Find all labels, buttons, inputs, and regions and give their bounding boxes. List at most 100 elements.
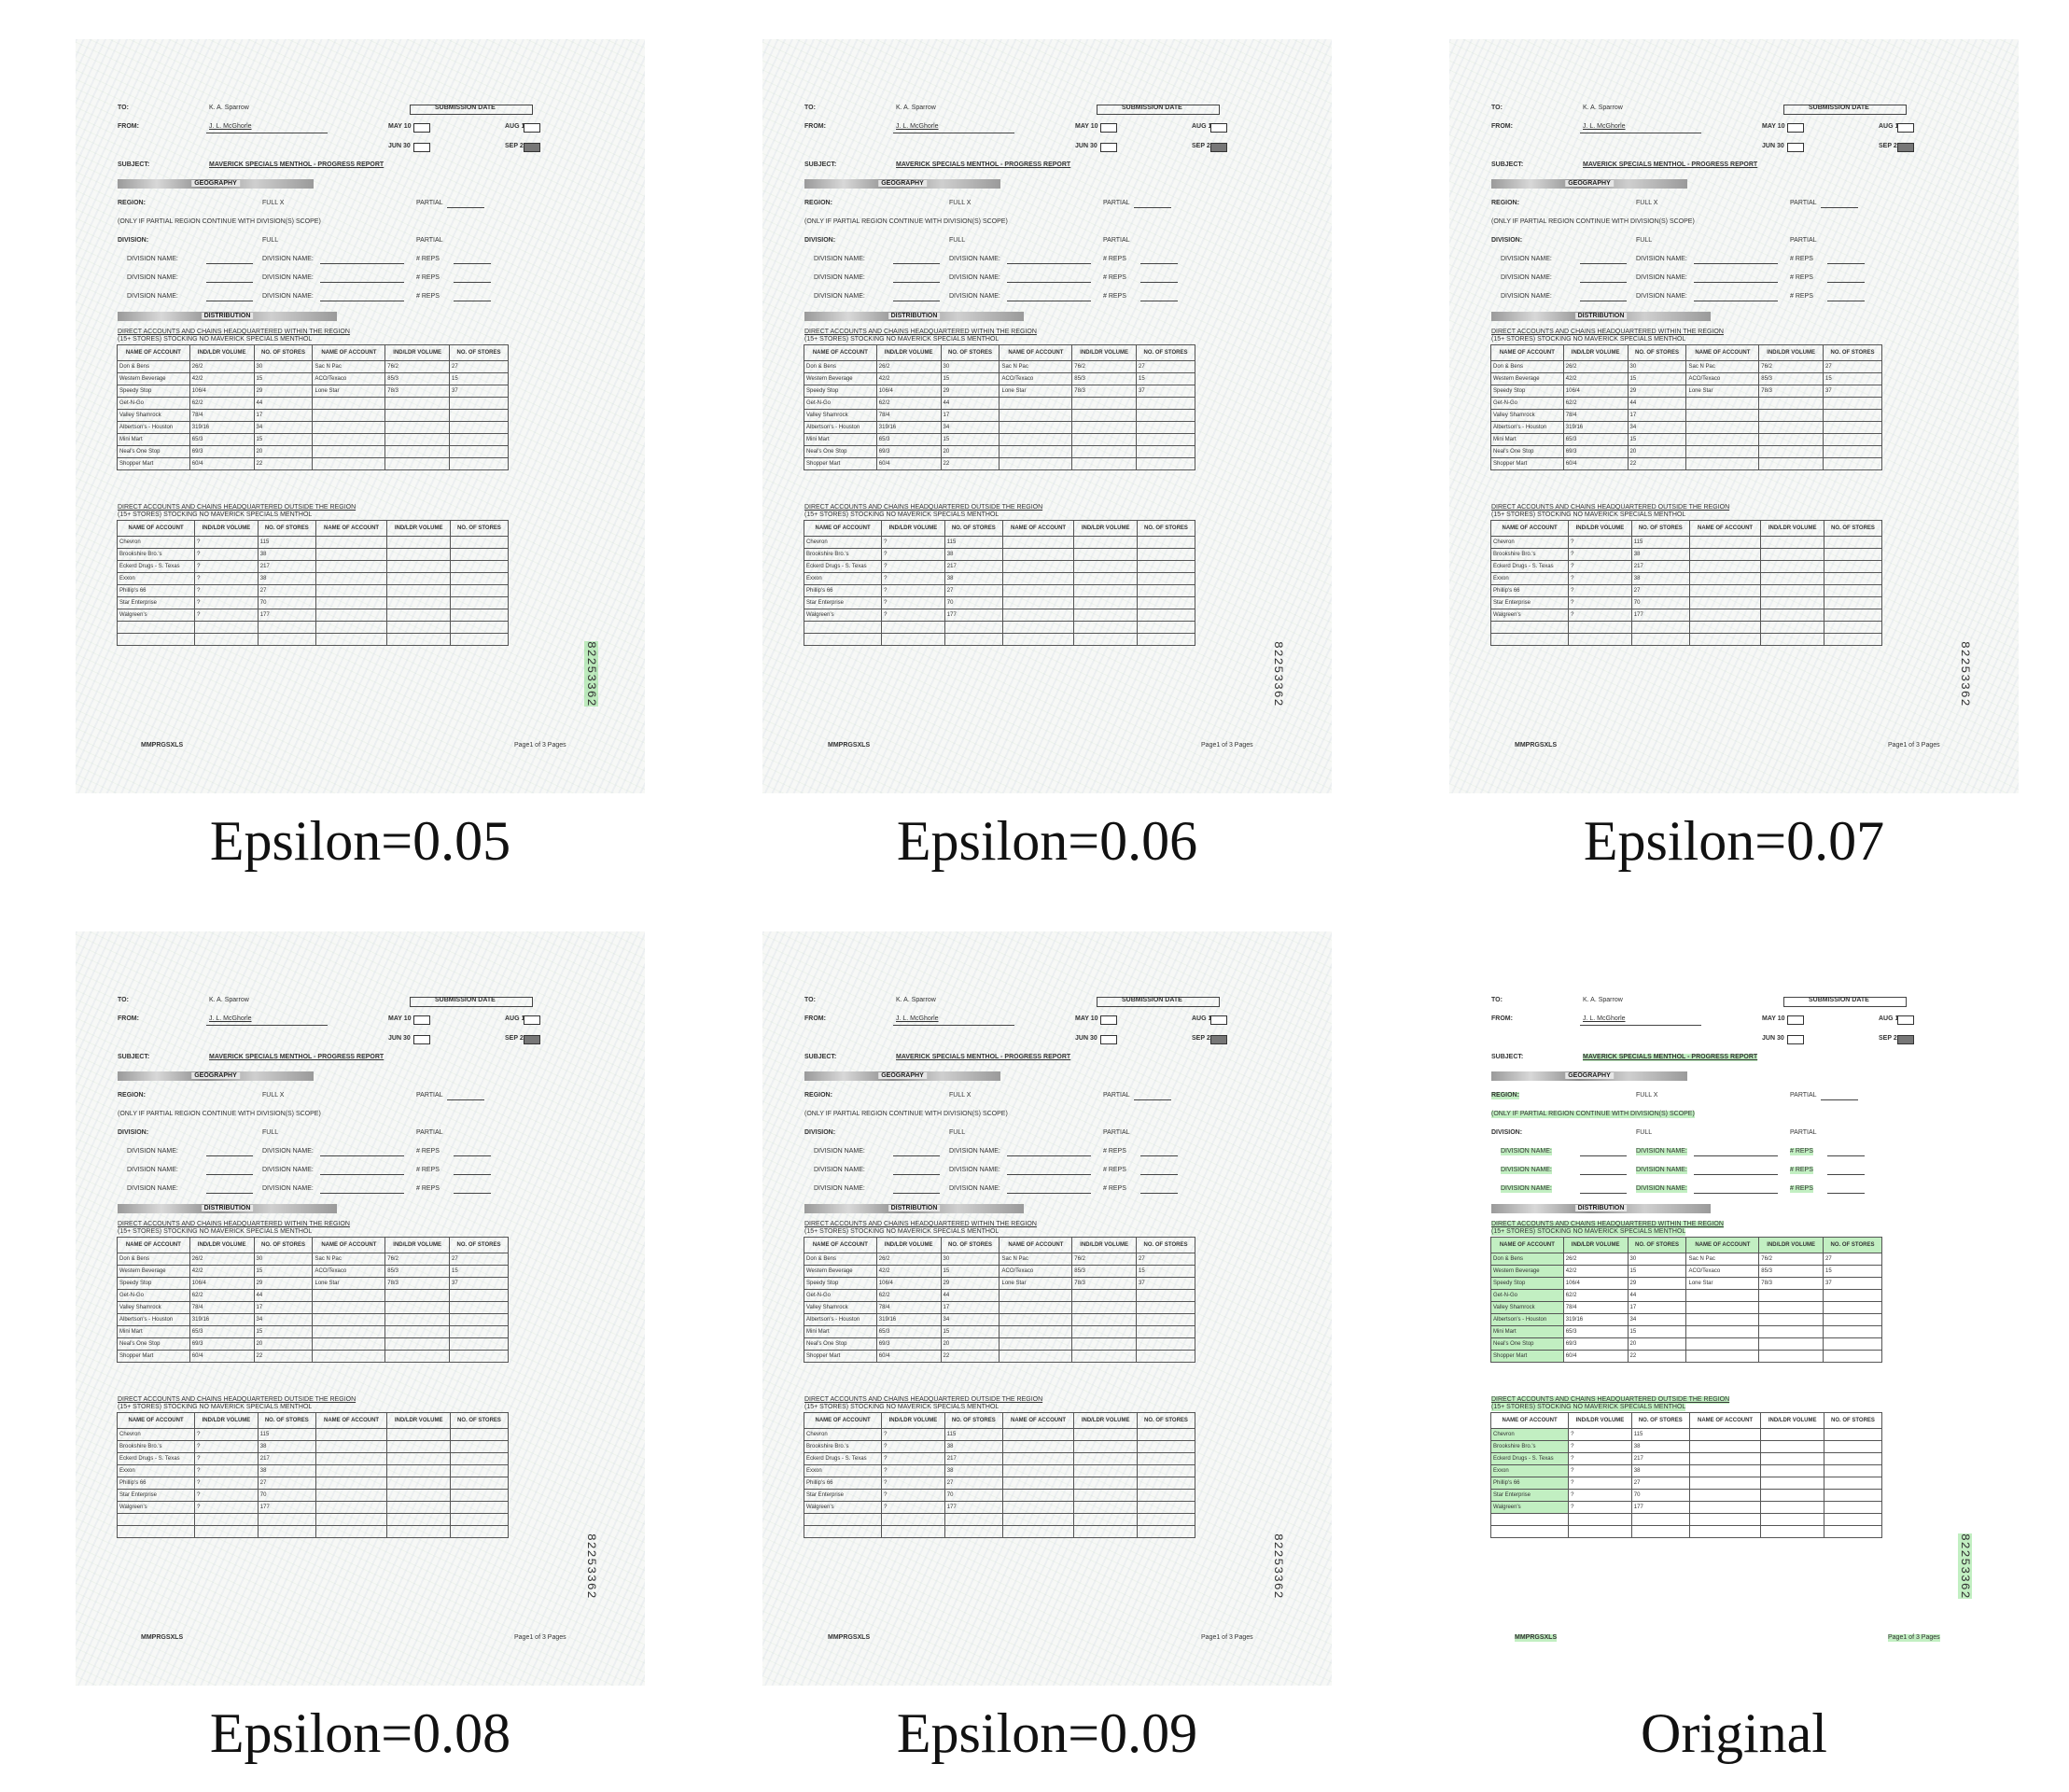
- table-cell: [449, 421, 509, 434]
- table-cell: ?: [194, 560, 259, 573]
- table-cell: 15: [253, 1325, 314, 1338]
- panel-caption: Epsilon=0.09: [896, 1702, 1198, 1764]
- table-row: Eckerd Drugs - S. Texas? 217: [116, 560, 510, 573]
- from-value: J. L. McGhorle: [896, 1015, 939, 1022]
- division-underline: [320, 1174, 404, 1175]
- table-cell: Exxon: [1489, 1464, 1570, 1477]
- table-cell: 115: [257, 536, 316, 549]
- table-row: Exxon? 38: [803, 1464, 1196, 1477]
- table-cell: [1823, 548, 1883, 561]
- table-header-row: NAME OF ACCOUNT IND/LDR VOLUME NO. OF STOR…: [1490, 344, 1882, 361]
- reps-label: # REPS: [1790, 1167, 1813, 1174]
- table-cell: [1001, 1452, 1075, 1465]
- table-header-row: NAME OF ACCOUNT IND/LDR VOLUME NO. OF STOR…: [803, 520, 1196, 537]
- document-page: TO: K. A. Sparrow FROM: J. L. McGhorle SUBMI…: [762, 39, 1332, 793]
- section2-line1: DIRECT ACCOUNTS AND CHAINS HEADQUARTERED…: [804, 1396, 1043, 1403]
- table-cell: [449, 1477, 510, 1490]
- table-cell: [194, 633, 259, 646]
- table-cell: [1489, 1513, 1570, 1526]
- table-cell: Brookshire Bro.'s: [803, 1440, 883, 1453]
- table-cell: [1685, 409, 1760, 422]
- header-name: NAME OF ACCOUNT: [1685, 344, 1760, 361]
- table-cell: [1136, 1325, 1195, 1338]
- table-cell: [1823, 596, 1883, 609]
- division-underline: [206, 1174, 253, 1175]
- division-underline: [1694, 1193, 1778, 1194]
- table-cell: Exxon: [116, 1464, 196, 1477]
- document-thumbnail: TO: K. A. Sparrow FROM: J. L. McGhorle SUBMI…: [762, 931, 1332, 1686]
- division-name-label: DIVISION NAME:: [127, 274, 178, 281]
- table-cell: [1823, 633, 1883, 646]
- table-row: [803, 1513, 1196, 1526]
- table-cell: ?: [1568, 572, 1632, 585]
- table-cell: 69/3: [875, 1337, 942, 1351]
- table-cell: [315, 560, 388, 573]
- table-cell: 65/3: [875, 1325, 942, 1338]
- bates-number: 82253362: [584, 641, 598, 707]
- table-row: Eckerd Drugs - S. Texas? 217: [1489, 1452, 1883, 1465]
- division-name-label: DIVISION NAME:: [1636, 1185, 1687, 1193]
- table-cell: [1685, 1337, 1760, 1351]
- table-outside-region: NAME OF ACCOUNT IND/LDR VOLUME NO. OF STOR…: [803, 520, 1196, 646]
- division-underline: [206, 1155, 253, 1156]
- table-cell: Lone Star: [1685, 1277, 1760, 1290]
- table-cell: [1823, 1289, 1882, 1302]
- sep-checkbox: [1210, 1035, 1227, 1044]
- jun-checkbox: [413, 1035, 430, 1044]
- jun-checkbox: [413, 143, 430, 152]
- table-cell: [1568, 621, 1632, 634]
- table-cell: [1001, 1464, 1075, 1477]
- document-page: TO: K. A. Sparrow FROM: J. L. McGhorle SUBMI…: [76, 931, 645, 1686]
- division-underline: [206, 263, 253, 264]
- table-cell: 78/3: [384, 1277, 450, 1290]
- table-cell: ?: [1568, 1501, 1632, 1514]
- division-underline: [320, 1155, 404, 1156]
- header-name: NAME OF ACCOUNT: [999, 1237, 1073, 1253]
- header-volume: IND/LDR VOLUME: [189, 1237, 255, 1253]
- table-within-region: NAME OF ACCOUNT IND/LDR VOLUME NO. OF STOR…: [1490, 1237, 1882, 1363]
- table-cell: [386, 572, 451, 585]
- geography-bar: GEOGRAPHY: [118, 1071, 314, 1081]
- submission-date-label: SUBMISSION DATE: [1809, 997, 1869, 1003]
- table-cell: 85/3: [1071, 1265, 1137, 1278]
- table-cell: [1136, 1301, 1195, 1314]
- reps-underline: [454, 282, 491, 283]
- table-cell: [386, 1477, 451, 1490]
- division-underline: [1580, 263, 1627, 264]
- division-name-label: DIVISION NAME:: [127, 1148, 178, 1155]
- table-cell: [384, 1289, 450, 1302]
- table-row: Eckerd Drugs - S. Texas? 217: [1489, 560, 1883, 573]
- document-page: TO: K. A. Sparrow FROM: J. L. McGhorle SUBMI…: [76, 39, 645, 793]
- table-cell: [944, 633, 1003, 646]
- table-row: Neal's One Stop 69/3 20: [1490, 1337, 1882, 1351]
- table-row: Valley Shamrock 78/4 17: [117, 409, 509, 422]
- table-cell: [1001, 596, 1075, 609]
- section2-line1: DIRECT ACCOUNTS AND CHAINS HEADQUARTERED…: [1491, 504, 1730, 511]
- table-cell: [999, 445, 1073, 458]
- division-name-label: DIVISION NAME:: [127, 293, 178, 300]
- reps-label: # REPS: [1103, 1167, 1126, 1173]
- header-volume: IND/LDR VOLUME: [881, 520, 945, 537]
- to-label: TO:: [118, 105, 129, 111]
- table-cell: 62/2: [875, 397, 942, 410]
- table-cell: [1823, 1513, 1883, 1526]
- table-cell: ?: [1568, 1440, 1632, 1453]
- table-header-row: NAME OF ACCOUNT IND/LDR VOLUME NO. OF STOR…: [803, 1412, 1196, 1429]
- table-cell: ?: [194, 1477, 259, 1490]
- table-cell: [449, 572, 510, 585]
- footer-right: Page1 of 3 Pages: [1888, 742, 1940, 749]
- table-cell: 15: [1627, 1265, 1687, 1278]
- division-partial: PARTIAL: [416, 1129, 443, 1136]
- table-row: Exxon? 38: [803, 572, 1196, 585]
- table-cell: 76/2: [1758, 360, 1824, 373]
- table-cell: 15: [1136, 372, 1195, 385]
- geography-label: GEOGRAPHY: [191, 1072, 240, 1079]
- to-value: K. A. Sparrow: [209, 997, 249, 1003]
- table-cell: ?: [881, 609, 945, 622]
- figure-panel: TO: K. A. Sparrow FROM: J. L. McGhorle SUBMI…: [71, 39, 650, 872]
- geography-label: GEOGRAPHY: [191, 180, 240, 187]
- table-cell: [449, 633, 510, 646]
- table-cell: [1760, 572, 1824, 585]
- table-row: Chevron? 115: [1489, 1428, 1883, 1441]
- table-cell: [1823, 1452, 1883, 1465]
